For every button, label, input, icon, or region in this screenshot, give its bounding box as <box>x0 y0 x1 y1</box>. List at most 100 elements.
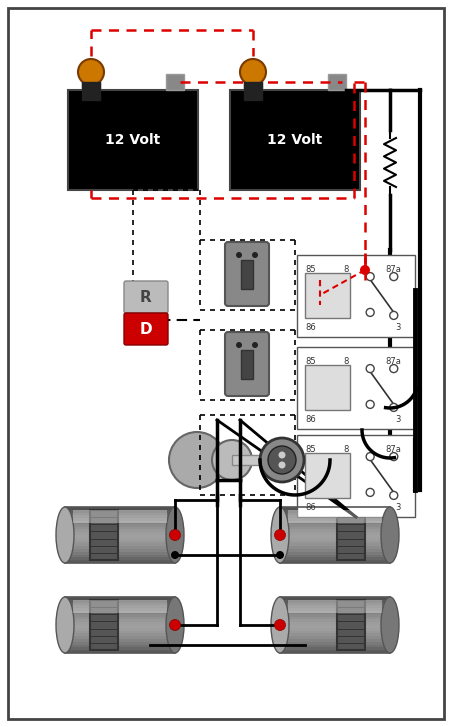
Bar <box>65 648 175 650</box>
Bar <box>65 616 175 619</box>
Bar <box>65 543 175 546</box>
Bar <box>65 541 175 543</box>
Bar <box>279 515 389 518</box>
Ellipse shape <box>271 597 288 653</box>
Bar <box>65 535 175 538</box>
Text: 85: 85 <box>304 357 315 366</box>
Bar <box>279 518 389 521</box>
Bar <box>279 642 389 645</box>
Bar <box>65 603 175 606</box>
Bar <box>82 82 100 100</box>
Ellipse shape <box>380 507 398 563</box>
Bar <box>279 611 389 614</box>
Bar <box>240 350 253 379</box>
Bar <box>279 552 389 555</box>
Bar <box>65 555 175 558</box>
Circle shape <box>252 342 258 348</box>
Text: 8: 8 <box>343 357 349 366</box>
Circle shape <box>212 440 252 480</box>
Bar <box>65 597 175 653</box>
Bar <box>244 82 262 100</box>
Bar <box>279 546 389 549</box>
Bar <box>279 523 389 526</box>
Bar <box>279 628 389 630</box>
Bar <box>166 74 184 90</box>
Ellipse shape <box>271 507 288 563</box>
Bar <box>90 510 118 560</box>
Bar <box>65 507 175 510</box>
Bar <box>279 507 389 563</box>
Bar <box>279 526 389 529</box>
Bar <box>65 619 175 622</box>
Circle shape <box>389 311 397 319</box>
Circle shape <box>239 59 265 85</box>
Circle shape <box>276 551 283 559</box>
Bar <box>68 90 198 190</box>
Text: D: D <box>139 321 152 337</box>
Text: 87a: 87a <box>384 445 400 454</box>
Bar <box>279 636 389 639</box>
Text: 86: 86 <box>304 415 315 424</box>
Bar <box>304 453 349 498</box>
Bar <box>65 614 175 616</box>
Circle shape <box>389 453 397 461</box>
Bar <box>336 510 364 560</box>
Circle shape <box>365 453 373 461</box>
Circle shape <box>259 438 304 482</box>
Circle shape <box>274 529 285 540</box>
Bar <box>65 523 175 526</box>
Bar <box>65 532 175 535</box>
Circle shape <box>389 273 397 281</box>
Ellipse shape <box>56 597 74 653</box>
Bar <box>65 645 175 648</box>
Bar <box>279 561 389 563</box>
Bar <box>279 555 389 558</box>
Bar <box>279 529 389 532</box>
Bar <box>279 507 389 510</box>
Circle shape <box>365 308 373 316</box>
Bar <box>65 597 175 600</box>
Bar <box>65 518 175 521</box>
Bar <box>231 455 276 465</box>
Circle shape <box>235 252 241 258</box>
Ellipse shape <box>166 507 184 563</box>
Circle shape <box>365 365 373 373</box>
Bar <box>65 549 175 552</box>
Text: 8: 8 <box>343 445 349 454</box>
Circle shape <box>365 273 373 281</box>
Bar <box>65 558 175 561</box>
Ellipse shape <box>56 507 74 563</box>
Bar <box>279 521 389 523</box>
Bar <box>279 614 389 616</box>
Bar <box>336 600 364 650</box>
Text: 87a: 87a <box>384 357 400 366</box>
Bar <box>279 639 389 642</box>
Bar <box>82 74 100 90</box>
Bar <box>296 255 414 337</box>
Bar <box>279 538 389 541</box>
Bar <box>65 611 175 614</box>
Bar <box>65 538 175 541</box>
Bar <box>230 90 359 190</box>
Bar <box>65 633 175 636</box>
Bar <box>65 639 175 642</box>
Bar <box>279 619 389 622</box>
Circle shape <box>78 59 104 85</box>
Bar <box>279 650 389 653</box>
Bar <box>279 630 389 633</box>
Bar <box>240 260 253 289</box>
Circle shape <box>170 551 179 559</box>
Bar <box>279 616 389 619</box>
Bar <box>304 273 349 318</box>
Bar <box>279 648 389 650</box>
Bar <box>279 558 389 561</box>
Circle shape <box>267 446 295 474</box>
Bar <box>296 435 414 517</box>
Bar <box>287 510 381 523</box>
Circle shape <box>169 432 225 488</box>
Text: R: R <box>140 289 152 305</box>
Bar <box>279 543 389 546</box>
Bar <box>279 625 389 628</box>
Bar <box>279 510 389 513</box>
Circle shape <box>274 619 285 630</box>
